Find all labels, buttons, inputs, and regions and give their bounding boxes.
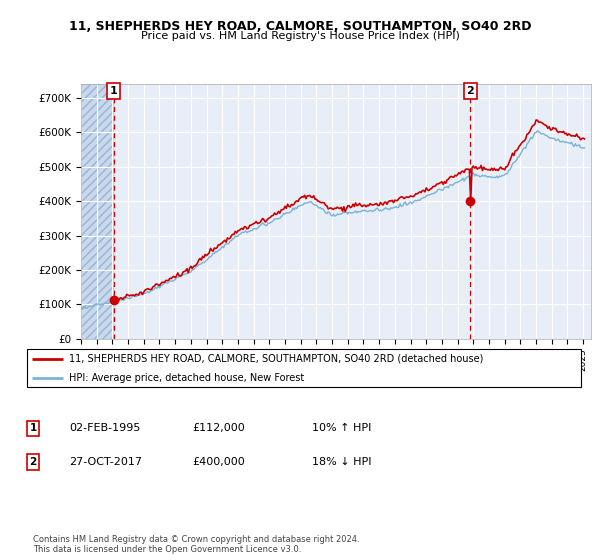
Text: HPI: Average price, detached house, New Forest: HPI: Average price, detached house, New … <box>69 373 304 383</box>
Text: 27-OCT-2017: 27-OCT-2017 <box>69 457 142 467</box>
Text: £112,000: £112,000 <box>192 423 245 433</box>
Text: 1: 1 <box>110 86 118 96</box>
Text: £400,000: £400,000 <box>192 457 245 467</box>
Bar <box>81 84 113 339</box>
Text: Price paid vs. HM Land Registry's House Price Index (HPI): Price paid vs. HM Land Registry's House … <box>140 31 460 41</box>
Text: 10% ↑ HPI: 10% ↑ HPI <box>312 423 371 433</box>
Text: 02-FEB-1995: 02-FEB-1995 <box>69 423 140 433</box>
Text: 2: 2 <box>29 457 37 467</box>
Text: 11, SHEPHERDS HEY ROAD, CALMORE, SOUTHAMPTON, SO40 2RD: 11, SHEPHERDS HEY ROAD, CALMORE, SOUTHAM… <box>69 20 531 32</box>
FancyBboxPatch shape <box>27 349 581 387</box>
Text: 1: 1 <box>29 423 37 433</box>
Text: Contains HM Land Registry data © Crown copyright and database right 2024.
This d: Contains HM Land Registry data © Crown c… <box>33 535 359 554</box>
Text: 18% ↓ HPI: 18% ↓ HPI <box>312 457 371 467</box>
Text: 11, SHEPHERDS HEY ROAD, CALMORE, SOUTHAMPTON, SO40 2RD (detached house): 11, SHEPHERDS HEY ROAD, CALMORE, SOUTHAM… <box>69 353 483 363</box>
Text: 2: 2 <box>467 86 475 96</box>
